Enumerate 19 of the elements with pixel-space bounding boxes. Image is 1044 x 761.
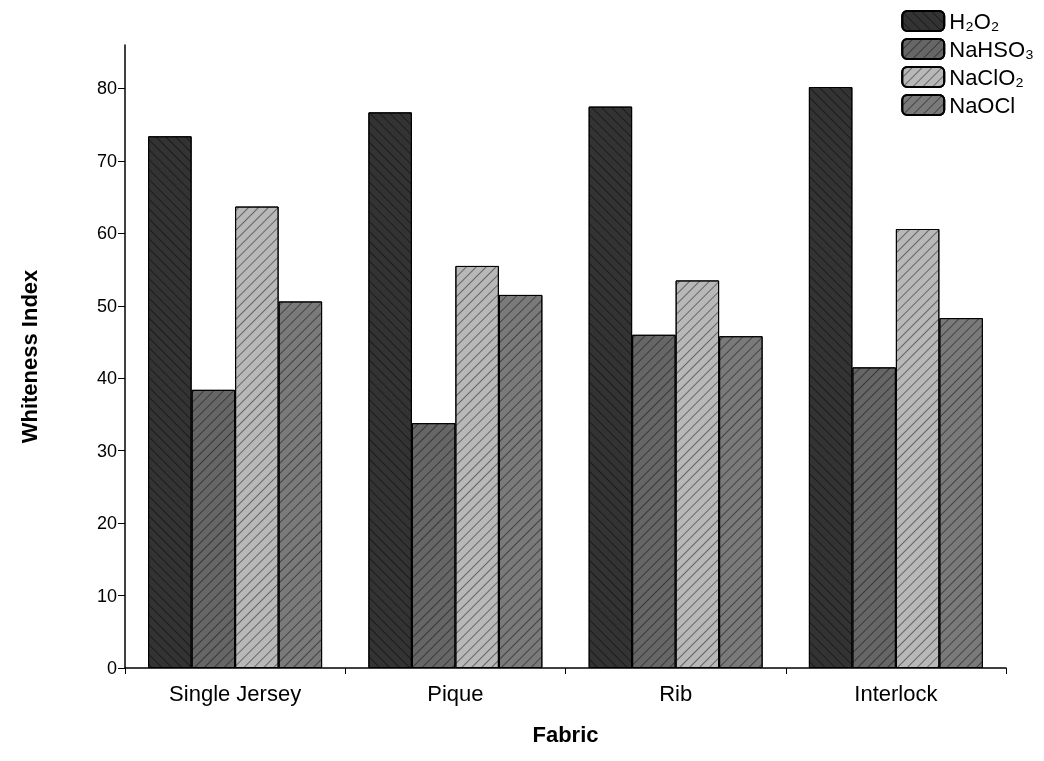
y-tick-label: 10 <box>96 585 117 606</box>
y-tick-label: 70 <box>96 150 117 171</box>
y-tick-label: 40 <box>96 368 117 389</box>
legend-label: H₂O₂ <box>949 8 1000 34</box>
y-tick-label: 20 <box>96 513 117 534</box>
y-tick-label: 0 <box>106 658 117 678</box>
x-tick-label: Pique <box>427 680 484 706</box>
x-axis-title: Fabric <box>532 721 599 747</box>
legend-label: NaOCl <box>949 92 1016 118</box>
x-tick-label: Single Jersey <box>169 680 302 706</box>
y-tick-label: 60 <box>96 223 117 244</box>
legend-label: NaHSO₃ <box>949 36 1035 62</box>
x-tick-label: Interlock <box>854 680 939 706</box>
y-tick-label: 80 <box>96 78 117 99</box>
legend-label: NaClO₂ <box>949 64 1024 90</box>
y-tick-label: 30 <box>96 440 117 461</box>
x-tick-label: Rib <box>659 680 693 706</box>
y-axis-title: Whiteness Index <box>16 268 42 444</box>
y-tick-label: 50 <box>96 295 117 316</box>
